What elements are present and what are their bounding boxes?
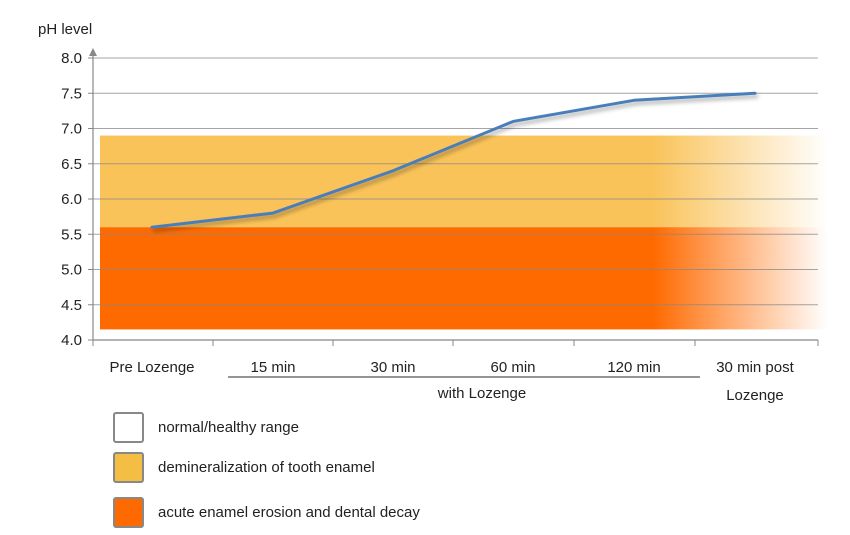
legend-swatch bbox=[113, 412, 144, 443]
band-acute-erosion bbox=[100, 227, 828, 330]
y-tick-label: 5.0 bbox=[61, 262, 82, 279]
y-axis-arrow bbox=[89, 48, 97, 56]
series-line-ph bbox=[150, 91, 757, 229]
legend: normal/healthy range demineralization of … bbox=[113, 412, 420, 528]
legend-swatch bbox=[113, 497, 144, 528]
x-tick-label: 60 min bbox=[490, 359, 535, 376]
y-tick-label: 8.0 bbox=[61, 50, 82, 67]
y-tick-label: 6.0 bbox=[61, 191, 82, 208]
tick-labels: 4.0 4.5 5.0 5.5 6.0 6.5 7.0 7.5 8.0 Pre Lozenge 15… bbox=[61, 50, 794, 404]
legend-label: normal/healthy range bbox=[158, 419, 299, 436]
legend-swatch bbox=[113, 452, 144, 483]
x-tick-label: 120 min bbox=[607, 359, 660, 376]
x-tick-label: 15 min bbox=[250, 359, 295, 376]
band-demineralization bbox=[100, 135, 828, 228]
x-tick-label: 30 min post bbox=[716, 359, 794, 376]
y-axis-title: pH level bbox=[38, 21, 92, 38]
y-tick-label: 7.0 bbox=[61, 121, 82, 138]
gridlines bbox=[93, 57, 818, 306]
group-label: with Lozenge bbox=[437, 385, 526, 402]
y-tick-label: 4.5 bbox=[61, 297, 82, 314]
x-tick-label: Pre Lozenge bbox=[109, 359, 194, 376]
y-tick-label: 5.5 bbox=[61, 226, 82, 243]
x-tick-label: Lozenge bbox=[726, 387, 784, 404]
y-tick-label: 4.0 bbox=[61, 332, 82, 349]
y-tick-label: 7.5 bbox=[61, 85, 82, 102]
x-tick-label: 30 min bbox=[370, 359, 415, 376]
legend-label: acute enamel erosion and dental decay bbox=[158, 504, 420, 521]
axes bbox=[88, 48, 819, 378]
y-tick-label: 6.5 bbox=[61, 156, 82, 173]
series-line-layer bbox=[150, 91, 757, 229]
range-bands bbox=[100, 135, 828, 330]
legend-label: demineralization of tooth enamel bbox=[158, 459, 375, 476]
